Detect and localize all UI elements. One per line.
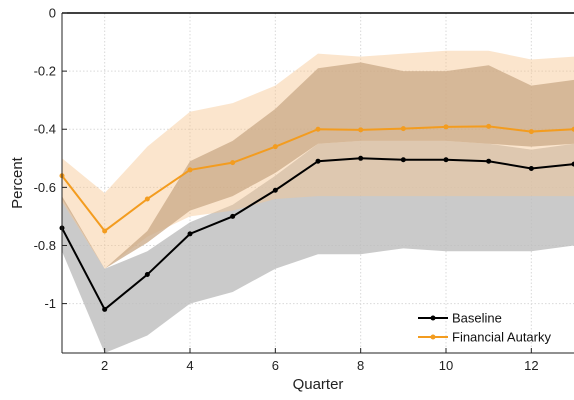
point-baseline [230, 213, 236, 219]
x-tick-labels: 2 4 6 8 10 12 [101, 358, 539, 373]
x-tick-label: 6 [272, 358, 279, 373]
point-baseline [144, 272, 150, 278]
legend-marker-baseline [430, 315, 436, 321]
point-financial-autarky [272, 144, 278, 150]
series-points [59, 123, 574, 312]
point-financial-autarky [528, 129, 534, 135]
point-financial-autarky [315, 126, 321, 132]
y-tick-label: -0.8 [34, 238, 56, 253]
point-baseline [571, 161, 574, 167]
band-overlap [62, 62, 574, 269]
point-financial-autarky [400, 126, 406, 132]
point-financial-autarky [443, 124, 449, 130]
point-baseline [358, 155, 364, 161]
y-tick-label: -0.4 [34, 122, 56, 137]
x-tick-label: 4 [186, 358, 193, 373]
x-axis-label: Quarter [293, 376, 344, 393]
y-tick-labels: 0 -0.2 -0.4 -0.6 -0.8 -1 [34, 6, 56, 312]
point-financial-autarky [187, 167, 193, 173]
point-baseline [443, 157, 449, 163]
point-baseline [315, 158, 321, 164]
point-financial-autarky [144, 196, 150, 202]
point-financial-autarky [102, 228, 108, 234]
band-baseline [62, 140, 574, 353]
x-tick-label: 10 [439, 358, 453, 373]
legend: Baseline Financial Autarky [418, 311, 551, 345]
point-baseline [486, 158, 492, 164]
y-axis-label: Percent [9, 156, 26, 209]
x-tick-label: 2 [101, 358, 108, 373]
y-tick-label: -0.6 [34, 180, 56, 195]
y-tick-label: -1 [44, 296, 56, 311]
point-baseline [272, 187, 278, 193]
x-tick-label: 12 [524, 358, 538, 373]
legend-label-financial-autarky: Financial Autarky [452, 330, 551, 345]
point-financial-autarky [358, 127, 364, 133]
legend-label-baseline: Baseline [452, 311, 502, 326]
point-baseline [187, 231, 193, 237]
y-tick-label: -0.2 [34, 64, 56, 79]
point-baseline [102, 306, 108, 312]
point-baseline [528, 165, 534, 171]
axes [61, 12, 574, 354]
point-financial-autarky [486, 123, 492, 129]
legend-marker-financial-autarky [430, 334, 436, 340]
point-financial-autarky [571, 126, 574, 132]
point-financial-autarky [230, 160, 236, 166]
x-tick-label: 8 [357, 358, 364, 373]
y-tick-label: 0 [49, 6, 56, 21]
point-baseline [400, 157, 406, 163]
